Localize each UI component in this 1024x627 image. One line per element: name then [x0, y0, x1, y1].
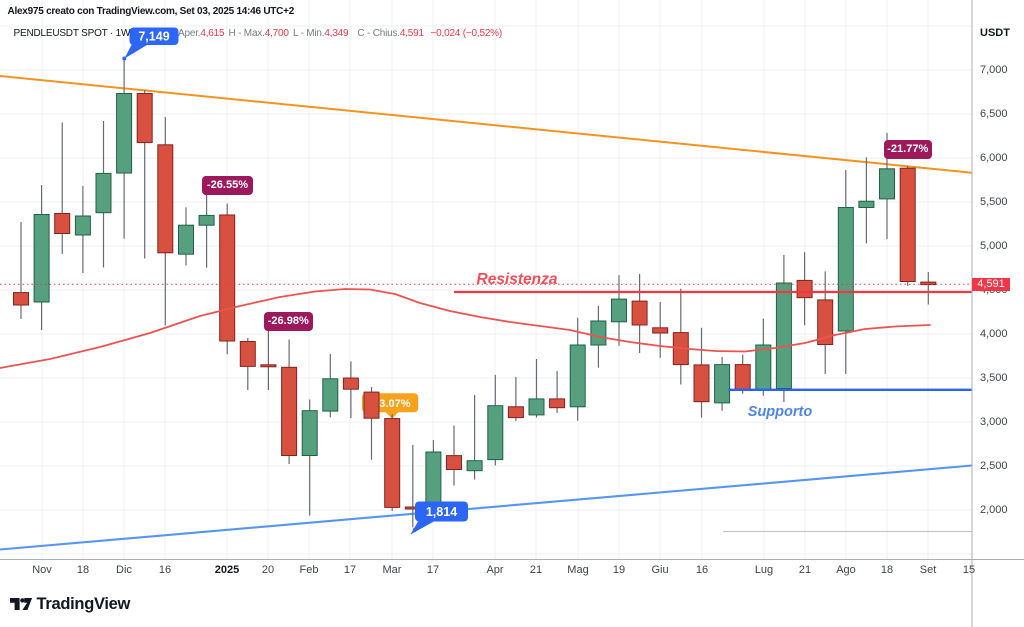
- svg-text:1,814: 1,814: [426, 505, 457, 519]
- svg-text:-33.07%: -33.07%: [370, 398, 411, 410]
- svg-text:7,149: 7,149: [138, 30, 169, 44]
